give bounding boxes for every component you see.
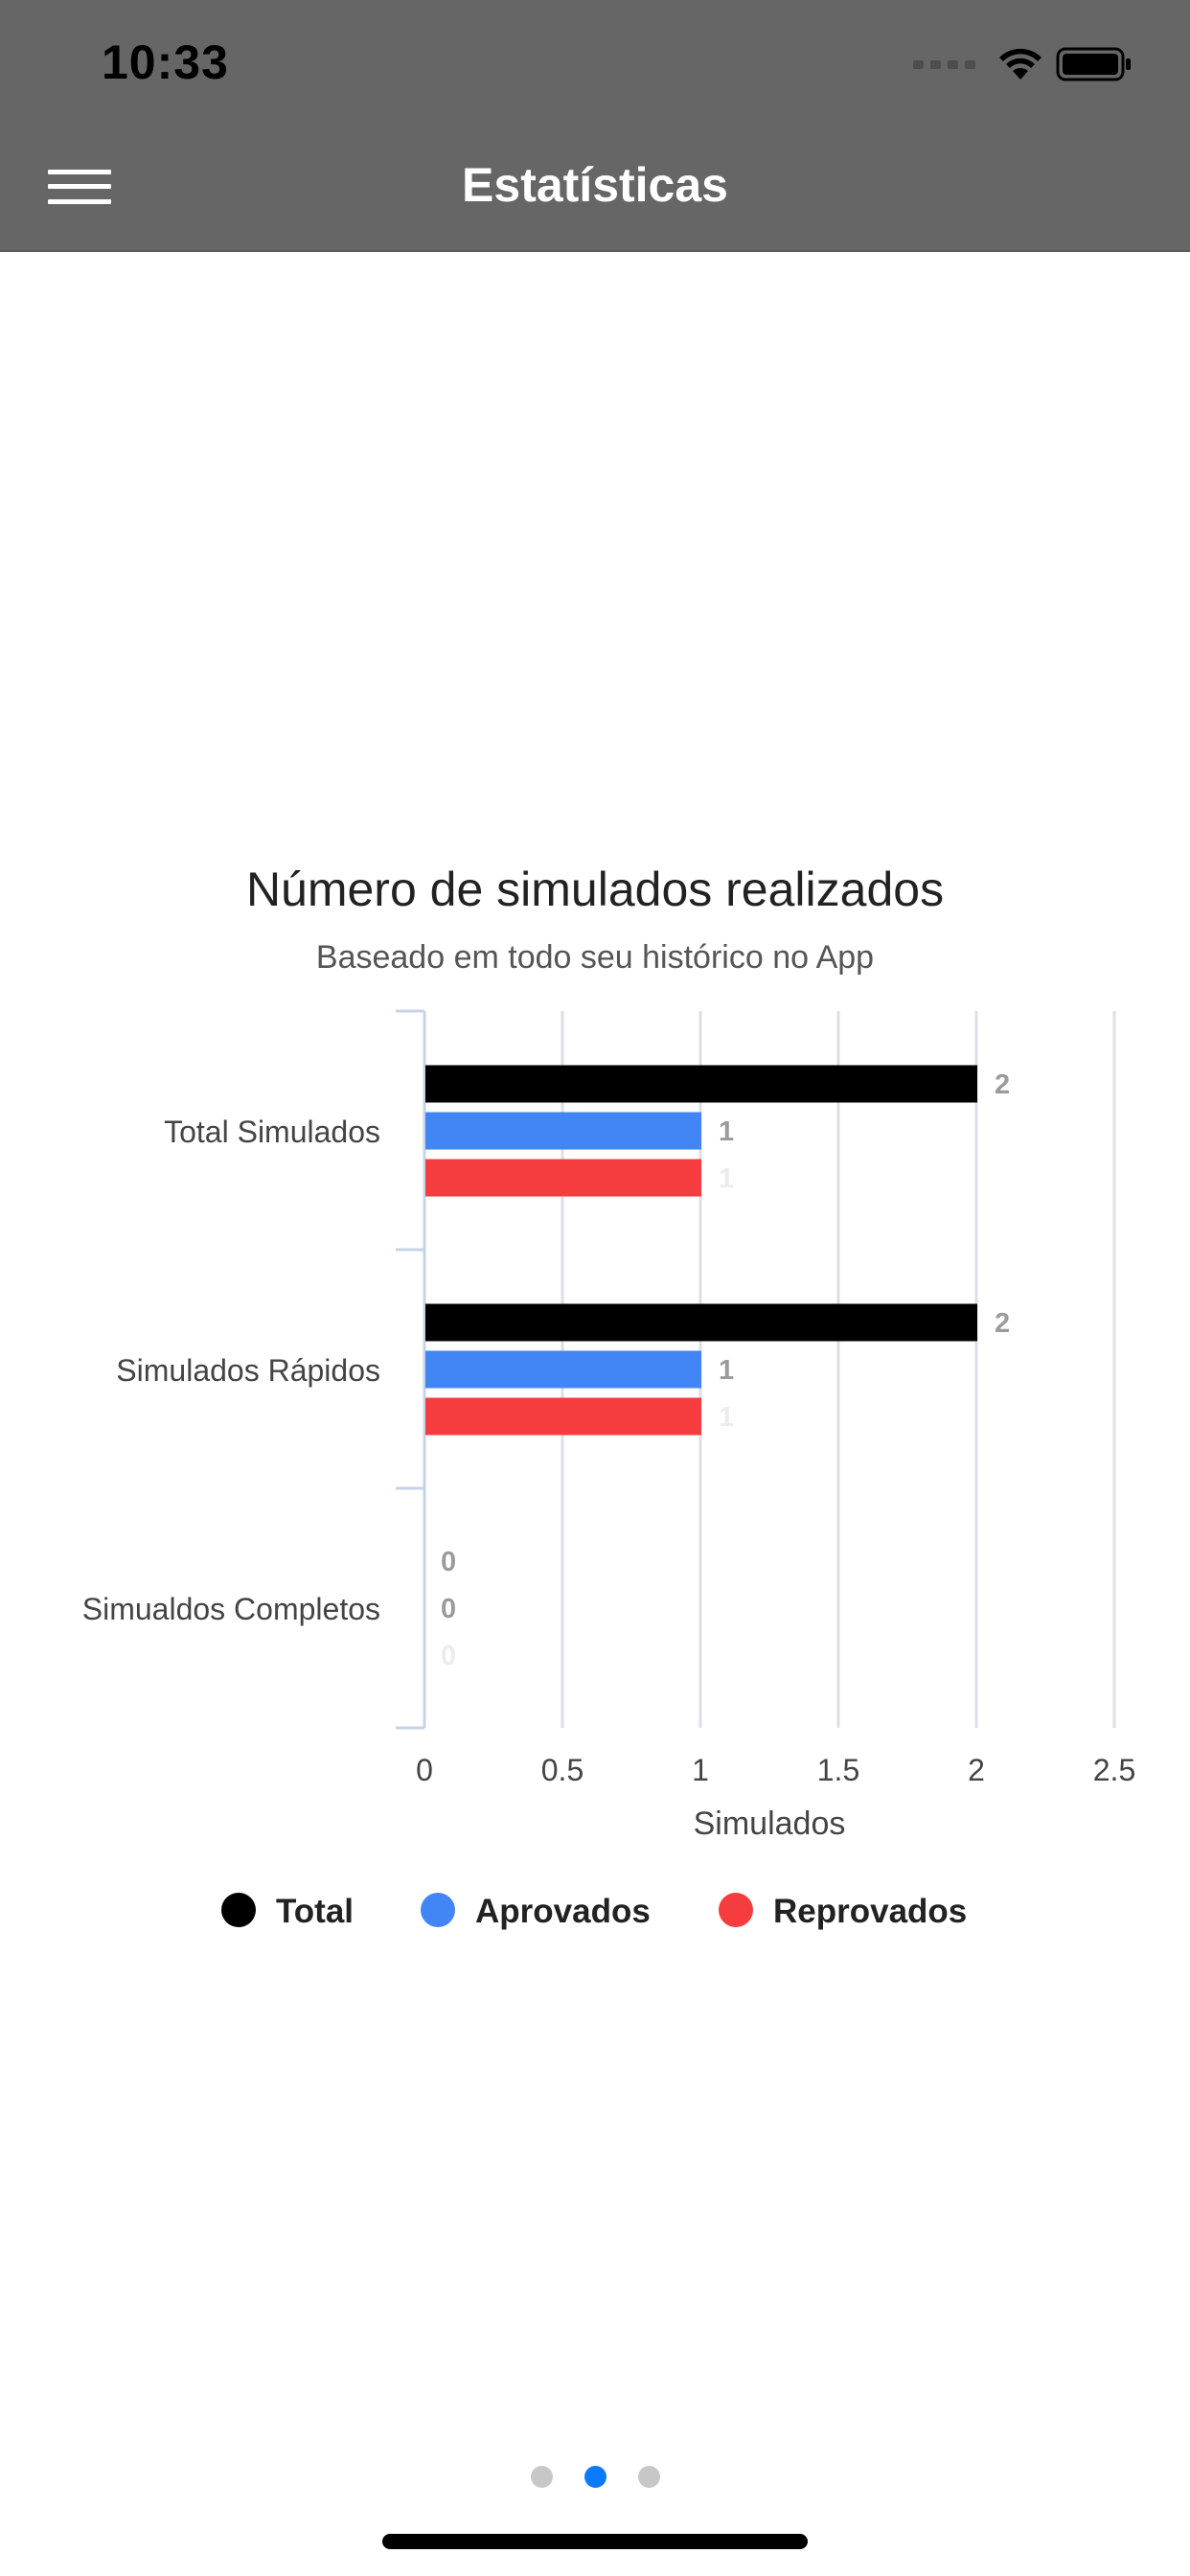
data-label: 2	[995, 1070, 1010, 1100]
legend-item[interactable]: Aprovados	[421, 1893, 651, 1930]
legend-label: Total	[276, 1893, 354, 1930]
page-title: Estatísticas	[462, 158, 728, 212]
legend-item[interactable]: Reprovados	[719, 1893, 967, 1930]
bar	[425, 1159, 701, 1197]
bar	[425, 1303, 977, 1342]
data-label: 1	[719, 1355, 734, 1386]
x-tick-label: 1	[692, 1753, 709, 1787]
wifi-icon	[999, 48, 1041, 80]
data-label: 1	[719, 1116, 734, 1147]
x-tick-label: 2.5	[1093, 1753, 1135, 1787]
bar	[425, 1065, 977, 1103]
battery-icon	[1056, 47, 1131, 81]
data-label: 2	[995, 1308, 1010, 1339]
data-label: 0	[441, 1594, 456, 1624]
legend-label: Aprovados	[475, 1893, 651, 1930]
legend-marker	[221, 1893, 256, 1927]
chart-grid	[396, 1009, 1116, 1730]
page-dot[interactable]	[637, 2466, 660, 2488]
bar	[425, 1112, 701, 1150]
app-header: 10:33 Estatísticas	[0, 0, 1190, 252]
data-label: 1	[719, 1163, 734, 1194]
cellular-signal-icon	[913, 59, 975, 69]
chart-subtitle: Baseado em todo seu histórico no App	[316, 939, 874, 976]
bar	[425, 1350, 701, 1389]
data-label: 0	[441, 1641, 456, 1671]
home-indicator	[382, 2534, 808, 2549]
legend-marker	[421, 1893, 455, 1927]
chart-bars	[425, 1065, 977, 1436]
hamburger-menu-icon[interactable]	[48, 168, 111, 206]
legend-item[interactable]: Total	[221, 1893, 354, 1930]
x-tick-label: 1.5	[817, 1753, 859, 1787]
legend-label: Reprovados	[773, 1893, 967, 1930]
chart-title: Número de simulados realizados	[246, 862, 944, 916]
page-dot[interactable]	[584, 2466, 606, 2488]
x-tick-label: 0.5	[541, 1753, 584, 1787]
bar	[425, 1397, 701, 1436]
chart-legend: Total Aprovados Reprovados	[221, 1893, 967, 1930]
x-tick-label: 2	[968, 1753, 985, 1787]
data-label: 0	[441, 1547, 456, 1577]
x-tick-label: 0	[416, 1753, 433, 1787]
status-icons	[913, 42, 1133, 86]
page-indicator	[0, 2466, 1190, 2488]
x-axis-title: Simulados	[694, 1806, 846, 1842]
chart-labels: Total Simulados Simulados Rápidos Simualdo…	[82, 1070, 1135, 1787]
page-dot[interactable]	[530, 2466, 553, 2488]
category-label: Simulados Rápidos	[116, 1353, 380, 1388]
status-time: 10:33	[102, 35, 229, 89]
data-label: 1	[719, 1402, 734, 1433]
category-label: Simualdos Completos	[82, 1592, 380, 1626]
legend-marker	[719, 1893, 753, 1927]
category-label: Total Simulados	[164, 1115, 380, 1149]
